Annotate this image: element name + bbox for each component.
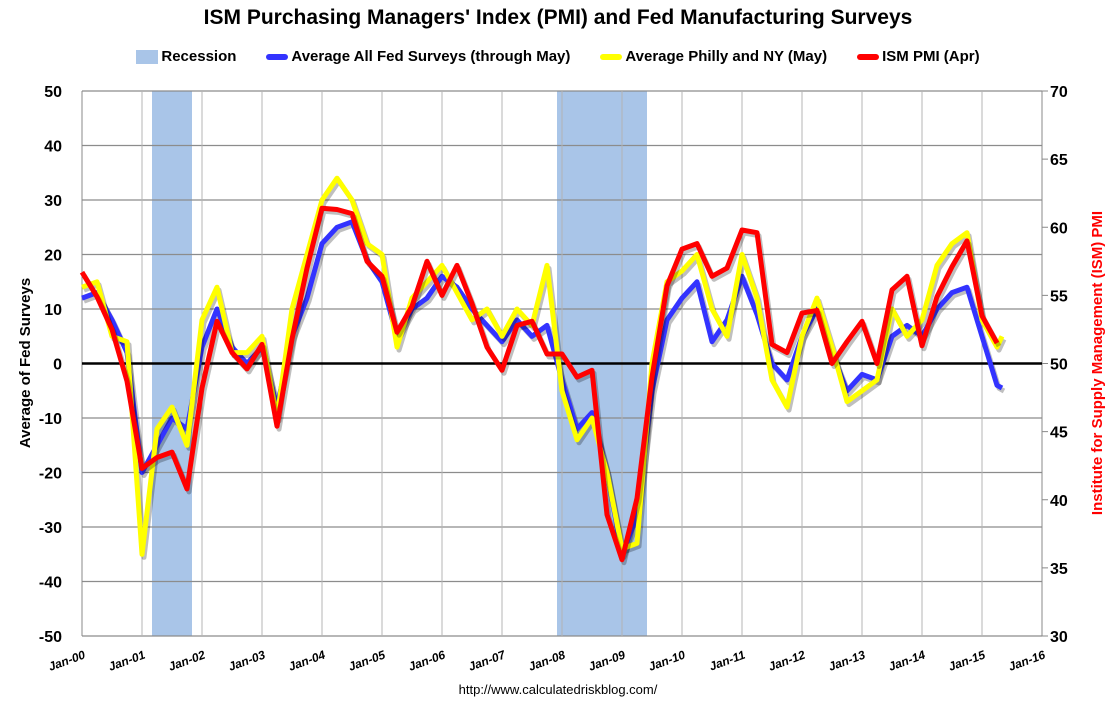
legend-swatch (136, 49, 159, 64)
x-tick-label: Jan-07 (467, 647, 509, 674)
y-tick-label: -40 (39, 575, 62, 592)
x-tick-label: Jan-14 (887, 648, 928, 674)
source-url: http://www.calculatedriskblog.com/ (458, 682, 658, 697)
y-right-tick-label: 55 (1050, 288, 1068, 305)
series-line-1 (81, 175, 1005, 557)
x-tick-label: Jan-10 (647, 648, 688, 674)
y-right-tick-label: 40 (1050, 493, 1068, 510)
legend-item-fed: Average All Fed Surveys (through May) (266, 48, 570, 65)
y-right-tick-label: 35 (1050, 561, 1068, 578)
chart-title: ISM Purchasing Managers' Index (PMI) and… (203, 6, 913, 29)
y-tick-label: 30 (44, 193, 62, 210)
x-tick-label: Jan-04 (287, 648, 328, 674)
y-tick-label: -30 (39, 520, 62, 537)
x-tick-label: Jan-09 (587, 648, 628, 674)
x-tick-label: Jan-05 (347, 648, 388, 674)
y-tick-label: -10 (39, 411, 62, 428)
x-tick-label: Jan-00 (47, 648, 88, 674)
legend-item-ism: ISM PMI (Apr) (857, 48, 980, 65)
legend-label: ISM PMI (Apr) (882, 48, 980, 65)
y-tick-label: 20 (44, 248, 62, 265)
x-tick-label: Jan-01 (107, 648, 148, 674)
legend-label: Average Philly and NY (May) (625, 48, 828, 65)
x-tick-label: Jan-16 (1007, 648, 1048, 674)
y-axis-title: Average of Fed Surveys (17, 278, 34, 448)
series-shadow (83, 178, 1007, 560)
legend-item-recession: Recession (136, 48, 236, 65)
x-tick-label: Jan-02 (167, 648, 208, 674)
y-tick-label: -20 (39, 466, 62, 483)
x-tick-label: Jan-06 (407, 648, 448, 674)
legend-swatch (857, 53, 880, 60)
y-tick-label: 40 (44, 139, 62, 156)
series-line-2 (79, 205, 1000, 563)
x-tick-label: Jan-11 (707, 648, 747, 674)
x-tick-label: Jan-03 (227, 648, 268, 674)
x-tick-label: Jan-15 (947, 648, 988, 674)
legend-item-philly-ny: Average Philly and NY (May) (600, 48, 827, 65)
y-tick-label: -50 (39, 629, 62, 646)
x-tick-label: Jan-08 (527, 648, 568, 674)
x-tick-label: Jan-13 (827, 648, 868, 674)
y-right-tick-label: 65 (1050, 152, 1068, 169)
y-right-axis-title: Institute for Supply Management (ISM) PM… (1089, 211, 1106, 515)
y-tick-label: 0 (53, 357, 62, 374)
y-tick-label: 10 (44, 302, 62, 319)
legend-swatch (600, 53, 623, 60)
x-tick-label: Jan-12 (767, 648, 808, 674)
y-right-tick-label: 45 (1050, 425, 1068, 442)
y-right-tick-label: 60 (1050, 220, 1068, 237)
legend: Recession Average All Fed Surveys (throu… (0, 48, 1116, 65)
y-right-tick-label: 50 (1050, 357, 1068, 374)
legend-swatch (266, 53, 289, 60)
y-right-tick-label: 30 (1050, 629, 1068, 646)
y-right-tick-label: 70 (1050, 84, 1068, 101)
legend-label: Recession (161, 48, 237, 65)
y-tick-label: 50 (44, 84, 62, 101)
legend-label: Average All Fed Surveys (through May) (291, 48, 571, 65)
